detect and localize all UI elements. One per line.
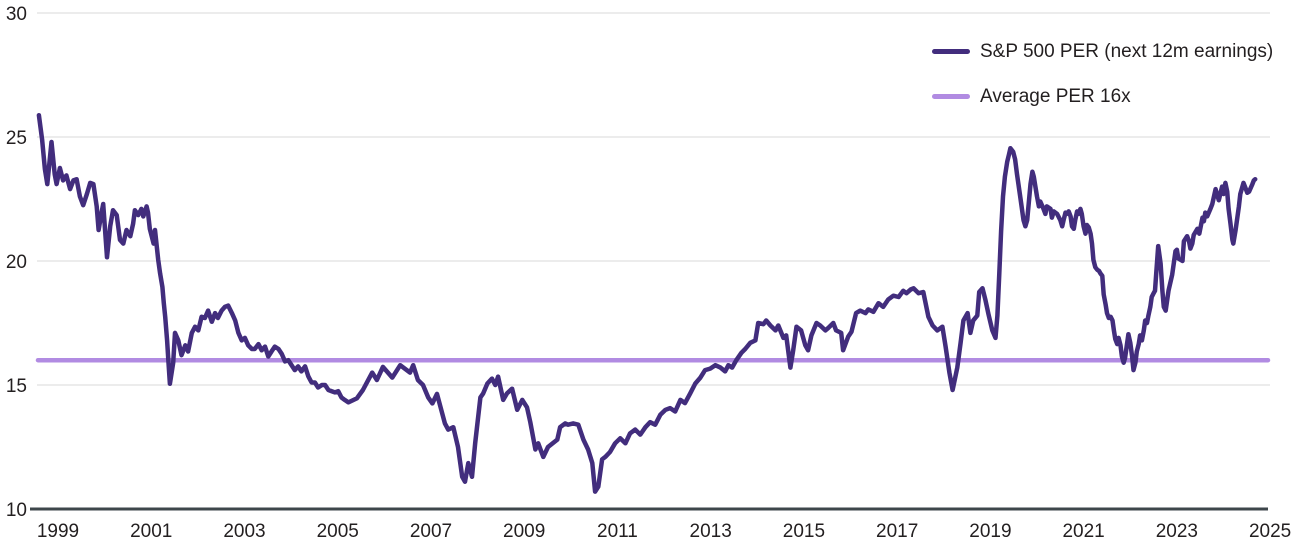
x-tick-label-2003: 2003 — [223, 521, 265, 542]
x-tick-label-2019: 2019 — [969, 521, 1011, 542]
x-tick-label-2015: 2015 — [783, 521, 825, 542]
y-tick-label-15: 15 — [6, 376, 27, 397]
y-tick-label-10: 10 — [6, 500, 27, 521]
average-per-legend-label: Average PER 16x — [980, 86, 1131, 107]
sp500-per-line-swatch — [932, 49, 970, 54]
legend-item-sp500-per: S&P 500 PER (next 12m earnings) — [932, 42, 1273, 61]
y-tick-label-20: 20 — [6, 252, 27, 273]
legend: S&P 500 PER (next 12m earnings) Average … — [932, 42, 1273, 106]
x-tick-label-2005: 2005 — [317, 521, 359, 542]
x-tick-label-2007: 2007 — [410, 521, 452, 542]
sp500-per-legend-label: S&P 500 PER (next 12m earnings) — [980, 41, 1274, 62]
x-tick-label-2009: 2009 — [503, 521, 545, 542]
sp500-per-line — [36, 112, 1258, 494]
y-tick-label-30: 30 — [6, 4, 27, 25]
x-tick-label-2013: 2013 — [690, 521, 732, 542]
legend-item-average-per: Average PER 16x — [932, 87, 1273, 106]
x-tick-label-2021: 2021 — [1062, 521, 1104, 542]
x-tick-label-2011: 2011 — [597, 521, 638, 542]
x-tick-label-2025: 2025 — [1249, 521, 1291, 542]
x-tick-label-1999: 1999 — [37, 521, 79, 542]
average-per-line-swatch — [932, 94, 970, 99]
y-tick-label-25: 25 — [6, 128, 27, 149]
x-tick-label-2001: 2001 — [130, 521, 172, 542]
x-tick-label-2023: 2023 — [1156, 521, 1198, 542]
x-tick-label-2017: 2017 — [876, 521, 918, 542]
